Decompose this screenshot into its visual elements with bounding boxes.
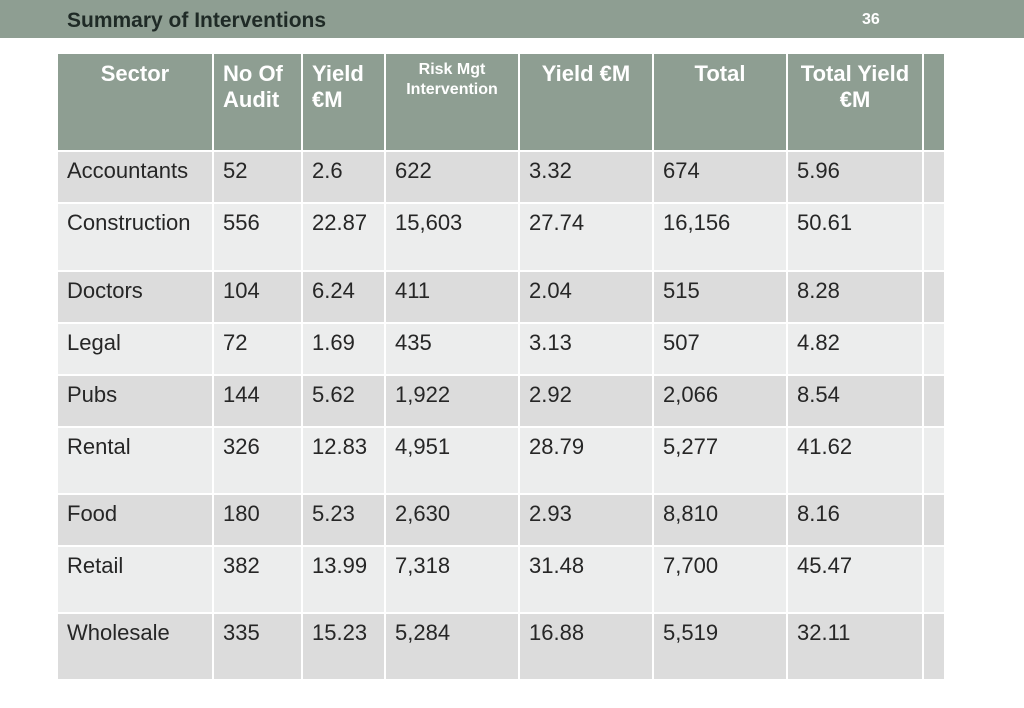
cell-sector: Rental xyxy=(58,427,214,495)
cell-yield: 1.69 xyxy=(302,323,386,376)
cell-extra xyxy=(923,151,946,204)
cell-total: 5,277 xyxy=(653,427,788,495)
table-row: Legal 72 1.69 435 3.13 507 4.82 xyxy=(58,323,946,376)
cell-risk-mgt: 2,630 xyxy=(385,494,520,547)
table-row: Pubs 144 5.62 1,922 2.92 2,066 8.54 xyxy=(58,375,946,428)
header-risk-mgt-intervention: Risk Mgt Intervention xyxy=(385,54,520,152)
table-row: Food 180 5.23 2,630 2.93 8,810 8.16 xyxy=(58,494,946,547)
cell-yield-2: 3.32 xyxy=(519,151,654,204)
cell-extra xyxy=(923,323,946,376)
table-row: Doctors 104 6.24 411 2.04 515 8.28 xyxy=(58,271,946,324)
cell-total-yield: 45.47 xyxy=(787,546,924,614)
table-row: Accountants 52 2.6 622 3.32 674 5.96 xyxy=(58,151,946,204)
cell-extra xyxy=(923,375,946,428)
cell-total: 507 xyxy=(653,323,788,376)
cell-yield-2: 2.93 xyxy=(519,494,654,547)
cell-no-of-audit: 335 xyxy=(213,613,303,681)
cell-yield: 13.99 xyxy=(302,546,386,614)
cell-no-of-audit: 326 xyxy=(213,427,303,495)
cell-risk-mgt: 7,318 xyxy=(385,546,520,614)
cell-yield-2: 27.74 xyxy=(519,203,654,272)
cell-total: 16,156 xyxy=(653,203,788,272)
cell-risk-mgt: 15,603 xyxy=(385,203,520,272)
cell-risk-mgt: 622 xyxy=(385,151,520,204)
table-row: Retail 382 13.99 7,318 31.48 7,700 45.47 xyxy=(58,546,946,614)
cell-risk-mgt: 5,284 xyxy=(385,613,520,681)
cell-extra xyxy=(923,494,946,547)
cell-total-yield: 41.62 xyxy=(787,427,924,495)
cell-extra xyxy=(923,427,946,495)
cell-total-yield: 4.82 xyxy=(787,323,924,376)
cell-total-yield: 8.28 xyxy=(787,271,924,324)
page-number: 36 xyxy=(862,11,880,28)
header-extra xyxy=(923,54,946,152)
cell-risk-mgt: 411 xyxy=(385,271,520,324)
cell-yield: 2.6 xyxy=(302,151,386,204)
title-bar xyxy=(0,0,1024,38)
cell-sector: Pubs xyxy=(58,375,214,428)
cell-total-yield: 8.16 xyxy=(787,494,924,547)
table-header-row: Sector No Of Audit Yield €M Risk Mgt Int… xyxy=(58,54,946,152)
cell-yield: 12.83 xyxy=(302,427,386,495)
cell-no-of-audit: 180 xyxy=(213,494,303,547)
cell-yield-2: 2.92 xyxy=(519,375,654,428)
cell-no-of-audit: 72 xyxy=(213,323,303,376)
page-title: Summary of Interventions xyxy=(67,9,327,32)
cell-sector: Food xyxy=(58,494,214,547)
cell-sector: Retail xyxy=(58,546,214,614)
cell-total: 674 xyxy=(653,151,788,204)
cell-sector: Construction xyxy=(58,203,214,272)
cell-no-of-audit: 104 xyxy=(213,271,303,324)
header-total-yield: Total Yield €M xyxy=(787,54,924,152)
cell-extra xyxy=(923,271,946,324)
cell-sector: Legal xyxy=(58,323,214,376)
cell-yield-2: 3.13 xyxy=(519,323,654,376)
cell-extra xyxy=(923,613,946,681)
cell-total: 515 xyxy=(653,271,788,324)
cell-yield: 15.23 xyxy=(302,613,386,681)
cell-total-yield: 50.61 xyxy=(787,203,924,272)
cell-yield: 6.24 xyxy=(302,271,386,324)
cell-total: 7,700 xyxy=(653,546,788,614)
header-yield-2: Yield €M xyxy=(519,54,654,152)
cell-yield-2: 28.79 xyxy=(519,427,654,495)
cell-no-of-audit: 52 xyxy=(213,151,303,204)
cell-total-yield: 5.96 xyxy=(787,151,924,204)
cell-total: 8,810 xyxy=(653,494,788,547)
cell-yield-2: 31.48 xyxy=(519,546,654,614)
cell-sector: Doctors xyxy=(58,271,214,324)
cell-total: 5,519 xyxy=(653,613,788,681)
table-row: Rental 326 12.83 4,951 28.79 5,277 41.62 xyxy=(58,427,946,495)
header-sector: Sector xyxy=(58,54,214,152)
cell-extra xyxy=(923,203,946,272)
cell-total: 2,066 xyxy=(653,375,788,428)
cell-risk-mgt: 435 xyxy=(385,323,520,376)
interventions-table: Sector No Of Audit Yield €M Risk Mgt Int… xyxy=(58,54,946,681)
cell-no-of-audit: 556 xyxy=(213,203,303,272)
header-yield-1: Yield €M xyxy=(302,54,386,152)
header-no-of-audit: No Of Audit xyxy=(213,54,303,152)
cell-yield: 22.87 xyxy=(302,203,386,272)
table-row: Construction 556 22.87 15,603 27.74 16,156 50.… xyxy=(58,203,946,272)
cell-yield: 5.23 xyxy=(302,494,386,547)
cell-sector: Wholesale xyxy=(58,613,214,681)
cell-risk-mgt: 4,951 xyxy=(385,427,520,495)
cell-extra xyxy=(923,546,946,614)
cell-sector: Accountants xyxy=(58,151,214,204)
cell-risk-mgt: 1,922 xyxy=(385,375,520,428)
cell-total-yield: 8.54 xyxy=(787,375,924,428)
table-row: Wholesale 335 15.23 5,284 16.88 5,519 32.11 xyxy=(58,613,946,681)
cell-yield: 5.62 xyxy=(302,375,386,428)
cell-no-of-audit: 144 xyxy=(213,375,303,428)
cell-no-of-audit: 382 xyxy=(213,546,303,614)
cell-total-yield: 32.11 xyxy=(787,613,924,681)
cell-yield-2: 2.04 xyxy=(519,271,654,324)
header-total: Total xyxy=(653,54,788,152)
cell-yield-2: 16.88 xyxy=(519,613,654,681)
